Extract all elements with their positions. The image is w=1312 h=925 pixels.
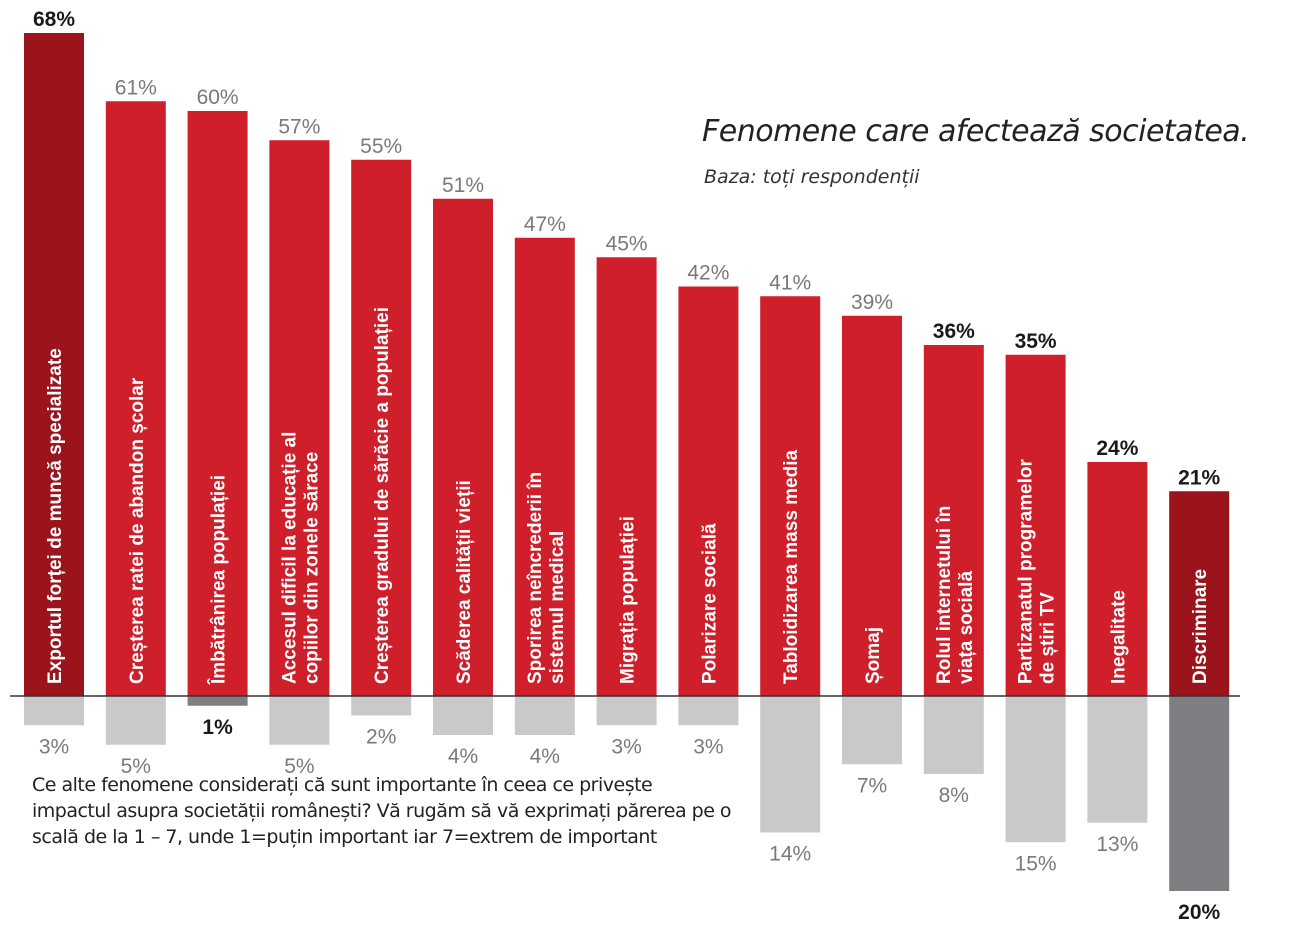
bar-important bbox=[433, 198, 493, 696]
value-label-important: 55% bbox=[360, 135, 402, 158]
bar-unimportant bbox=[514, 696, 575, 735]
value-label-unimportant: 14% bbox=[769, 843, 811, 866]
value-label-unimportant: 3% bbox=[611, 735, 641, 758]
category-label-line: Șomaj bbox=[863, 627, 884, 684]
bar-important bbox=[760, 296, 821, 696]
category-label: Exportul forței de muncă specializate bbox=[45, 348, 66, 684]
bar-unimportant bbox=[596, 696, 657, 726]
value-label-important: 51% bbox=[442, 174, 484, 197]
category-label-line: Migrația populației bbox=[618, 516, 639, 684]
value-label-unimportant: 20% bbox=[1178, 901, 1220, 924]
value-label-important: 24% bbox=[1096, 437, 1138, 460]
value-label-unimportant: 3% bbox=[693, 735, 723, 758]
chart-subtitle: Baza: toți respondenții bbox=[704, 166, 920, 188]
category-label: Creșterea gradului de sărăcie a populați… bbox=[372, 307, 393, 684]
category-label-line: Partizanatul programelor bbox=[1016, 459, 1037, 684]
value-label-important: 35% bbox=[1015, 330, 1057, 353]
category-label: Partizanatul programelor de știri TV bbox=[1016, 459, 1059, 684]
category-label-line: Tabloidizarea mass media bbox=[781, 449, 802, 684]
value-label-important: 61% bbox=[115, 76, 157, 99]
bar-unimportant bbox=[24, 696, 84, 726]
value-label-unimportant: 7% bbox=[857, 774, 887, 797]
value-label-unimportant: 8% bbox=[939, 784, 969, 807]
bar-unimportant bbox=[678, 696, 739, 726]
value-label-unimportant: 4% bbox=[448, 745, 478, 768]
value-label-important: 36% bbox=[933, 320, 975, 343]
category-label-line: Creșterea gradului de sărăcie a populați… bbox=[372, 307, 393, 684]
value-label-unimportant: 15% bbox=[1015, 852, 1057, 875]
bar-unimportant bbox=[842, 696, 902, 765]
category-label: Scăderea calității vieții bbox=[454, 480, 475, 684]
category-label: Tabloidizarea mass media bbox=[781, 449, 802, 684]
value-label-important: 21% bbox=[1178, 466, 1220, 489]
bar-important bbox=[514, 237, 575, 696]
value-label-important: 57% bbox=[278, 115, 320, 138]
value-label-unimportant: 5% bbox=[284, 755, 314, 778]
value-label-unimportant: 1% bbox=[202, 716, 233, 739]
value-label-unimportant: 13% bbox=[1096, 833, 1138, 856]
category-label-line: Rolul internetului în bbox=[934, 506, 955, 684]
bar-unimportant bbox=[351, 696, 412, 716]
bar-important bbox=[269, 140, 330, 696]
bar-important bbox=[678, 286, 739, 696]
bar-important bbox=[105, 101, 166, 696]
category-label: Polarizare socială bbox=[699, 523, 720, 684]
bar-important bbox=[24, 33, 84, 696]
bar-important bbox=[1169, 491, 1230, 696]
category-label-line: Polarizare socială bbox=[699, 523, 720, 684]
category-label-line: Exportul forței de muncă specializate bbox=[45, 348, 66, 684]
category-label-line: Discriminare bbox=[1190, 569, 1211, 684]
bar-unimportant bbox=[1169, 696, 1230, 891]
value-label-important: 45% bbox=[606, 232, 648, 255]
value-label-important: 41% bbox=[769, 271, 811, 294]
category-label: Rolul internetului în viața socială bbox=[934, 506, 977, 684]
bar-unimportant bbox=[1087, 696, 1148, 823]
category-label-line: Inegalitate bbox=[1108, 590, 1129, 684]
category-label: Accesul dificil la educație al copiilor d… bbox=[279, 432, 322, 684]
value-label-important: 39% bbox=[851, 291, 893, 314]
bar-important bbox=[1087, 462, 1148, 696]
bar-important bbox=[351, 159, 412, 696]
category-label-line: sistemul medical bbox=[547, 531, 568, 684]
bar-important bbox=[187, 111, 248, 696]
category-label-line: Creșterea ratei de abandon școlar bbox=[127, 377, 148, 684]
value-label-important: 42% bbox=[687, 262, 729, 285]
category-label-line: de știri TV bbox=[1038, 592, 1059, 684]
value-label-unimportant: 5% bbox=[121, 755, 151, 778]
category-label: Migrația populației bbox=[618, 516, 639, 684]
category-label: Discriminare bbox=[1190, 569, 1211, 684]
category-label: Inegalitate bbox=[1108, 590, 1129, 684]
category-label-line: Sporirea neîncrederii în bbox=[525, 472, 546, 684]
value-label-important: 68% bbox=[33, 8, 75, 31]
bar-unimportant bbox=[187, 696, 248, 706]
category-label: Creșterea ratei de abandon școlar bbox=[127, 377, 148, 684]
bar-unimportant bbox=[269, 696, 330, 745]
category-label: Șomaj bbox=[863, 627, 884, 684]
value-label-unimportant: 4% bbox=[530, 745, 560, 768]
bar-unimportant bbox=[760, 696, 821, 833]
category-label-line: viața socială bbox=[956, 571, 977, 684]
bar-unimportant bbox=[433, 696, 493, 735]
bar-important bbox=[596, 257, 657, 696]
bar-important bbox=[1005, 354, 1066, 696]
value-label-unimportant: 3% bbox=[39, 735, 69, 758]
value-label-important: 47% bbox=[524, 213, 566, 236]
bar-important bbox=[842, 315, 902, 696]
chart-title: Fenomene care afectează societatea. bbox=[702, 114, 1250, 149]
bar-unimportant bbox=[105, 696, 166, 745]
category-label-line: copiilor din zonele sărace bbox=[301, 452, 322, 684]
category-label-line: Îmbătrânirea populației bbox=[208, 475, 230, 685]
bar-unimportant bbox=[1005, 696, 1066, 843]
category-label-line: Accesul dificil la educație al bbox=[279, 432, 300, 684]
category-label-line: Scăderea calității vieții bbox=[454, 480, 475, 684]
bar-unimportant bbox=[923, 696, 984, 774]
survey-question: Ce alte fenomene considerați că sunt imp… bbox=[32, 774, 732, 848]
value-label-important: 60% bbox=[197, 86, 239, 109]
value-label-unimportant: 2% bbox=[366, 726, 396, 749]
bar-important bbox=[923, 345, 984, 696]
category-label: Sporirea neîncrederii în sistemul medical bbox=[525, 472, 568, 684]
category-label: Îmbătrânirea populației bbox=[208, 475, 230, 685]
